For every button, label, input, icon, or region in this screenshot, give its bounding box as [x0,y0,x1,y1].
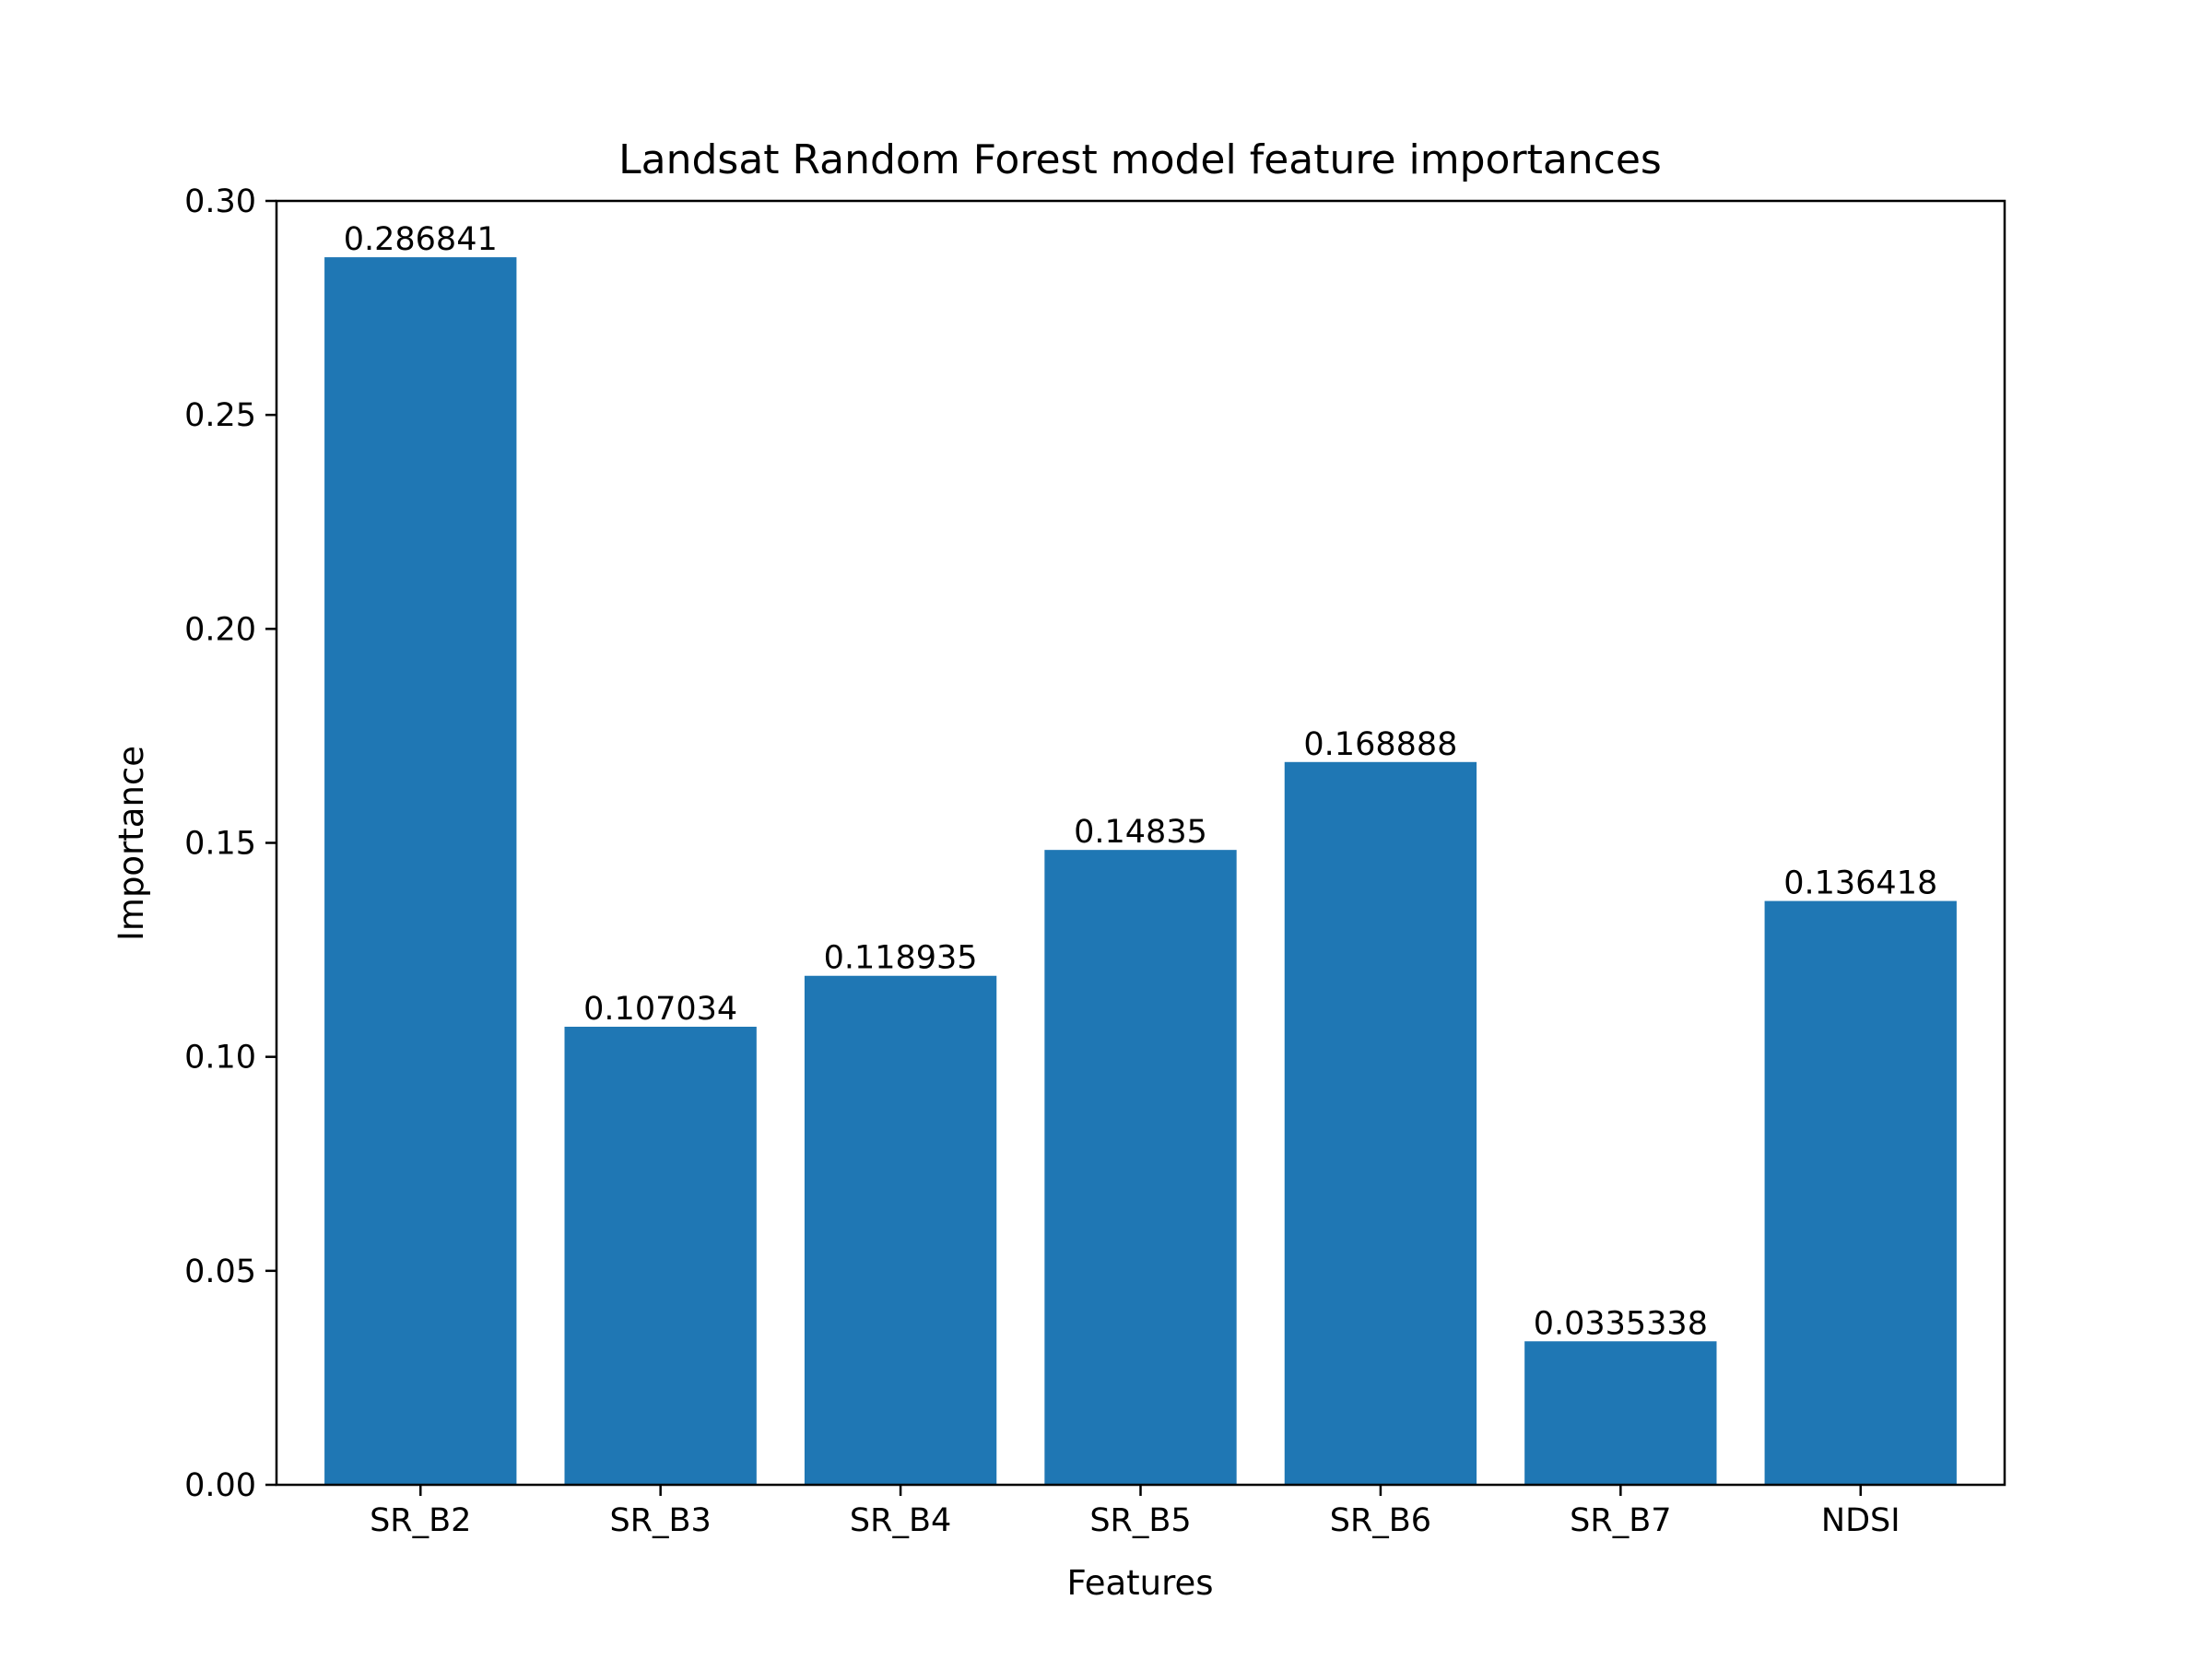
x-axis: SR_B2 SR_B3 SR_B4 SR_B5 SR_B6 SR_B7 NDSI [370,1485,1900,1539]
bar-sr-b7 [1524,1341,1717,1485]
value-label-sr-b6: 0.168888 [1303,726,1457,763]
value-label-sr-b3: 0.107034 [583,991,737,1028]
x-tick-label-sr-b6: SR_B6 [1330,1502,1431,1539]
bar-sr-b3 [564,1027,757,1485]
value-label-sr-b4: 0.118935 [824,940,978,977]
value-labels-group: 0.286841 0.107034 0.118935 0.14835 0.168888 0… [344,221,1938,1342]
x-tick-label-sr-b4: SR_B4 [850,1502,951,1539]
bar-sr-b5 [1044,850,1237,1485]
x-tick-label-sr-b5: SR_B5 [1089,1502,1191,1539]
value-label-ndsi: 0.136418 [1783,865,1937,902]
bar-sr-b6 [1284,761,1477,1485]
value-label-sr-b2: 0.286841 [344,221,498,258]
y-tick-label-2: 0.10 [184,1040,256,1077]
x-tick-label-sr-b2: SR_B2 [370,1502,471,1539]
y-tick-label-1: 0.05 [184,1253,256,1290]
bar-sr-b4 [804,975,997,1485]
y-axis-label: Importance [112,746,151,941]
y-tick-label-4: 0.20 [184,611,256,648]
y-tick-label-5: 0.25 [184,397,256,434]
bar-sr-b2 [324,257,517,1486]
bar-ndsi [1764,900,1957,1485]
y-axis: 0.00 0.05 0.10 0.15 0.20 0.25 0.30 [184,183,276,1504]
value-label-sr-b7: 0.0335338 [1534,1305,1708,1342]
bars-group [324,257,1957,1486]
x-axis-label: Features [1066,1563,1213,1603]
x-tick-label-sr-b3: SR_B3 [610,1502,712,1539]
x-tick-label-ndsi: NDSI [1821,1502,1900,1539]
x-tick-label-sr-b7: SR_B7 [1570,1502,1671,1539]
chart-title: Landsat Random Forest model feature impo… [618,136,1662,183]
value-label-sr-b5: 0.14835 [1074,814,1207,851]
y-tick-label-3: 0.15 [184,826,256,863]
y-tick-label-6: 0.30 [184,183,256,220]
y-tick-label-0: 0.00 [184,1467,256,1504]
plot-frame [275,199,2006,1487]
